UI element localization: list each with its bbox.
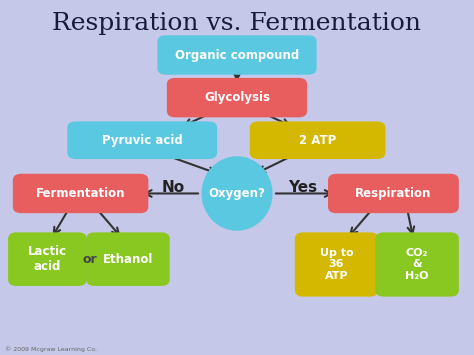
Text: Respiration vs. Fermentation: Respiration vs. Fermentation xyxy=(53,12,421,36)
Text: 2 ATP: 2 ATP xyxy=(299,134,336,147)
FancyBboxPatch shape xyxy=(328,174,459,213)
Text: © 2009 Mcgraw Learning Co.: © 2009 Mcgraw Learning Co. xyxy=(5,346,97,352)
Text: Organic compound: Organic compound xyxy=(175,49,299,61)
Text: Yes: Yes xyxy=(288,180,317,195)
Text: No: No xyxy=(162,180,184,195)
Text: Oxygen?: Oxygen? xyxy=(209,187,265,200)
FancyBboxPatch shape xyxy=(13,174,148,213)
Text: Lactic
acid: Lactic acid xyxy=(28,245,67,273)
Text: Up to
36
ATP: Up to 36 ATP xyxy=(320,248,353,281)
Text: CO₂
&
H₂O: CO₂ & H₂O xyxy=(405,248,429,281)
FancyBboxPatch shape xyxy=(250,121,385,159)
FancyBboxPatch shape xyxy=(67,121,217,159)
Text: Pyruvic acid: Pyruvic acid xyxy=(102,134,182,147)
Text: Ethanol: Ethanol xyxy=(103,253,153,266)
FancyBboxPatch shape xyxy=(86,232,170,286)
FancyBboxPatch shape xyxy=(295,232,378,297)
FancyBboxPatch shape xyxy=(8,232,87,286)
FancyBboxPatch shape xyxy=(375,232,459,297)
FancyBboxPatch shape xyxy=(167,78,307,117)
FancyBboxPatch shape xyxy=(157,35,317,75)
Text: or: or xyxy=(83,253,97,266)
Text: Fermentation: Fermentation xyxy=(36,187,125,200)
Text: Glycolysis: Glycolysis xyxy=(204,91,270,104)
Text: Respiration: Respiration xyxy=(355,187,432,200)
Ellipse shape xyxy=(201,156,273,231)
